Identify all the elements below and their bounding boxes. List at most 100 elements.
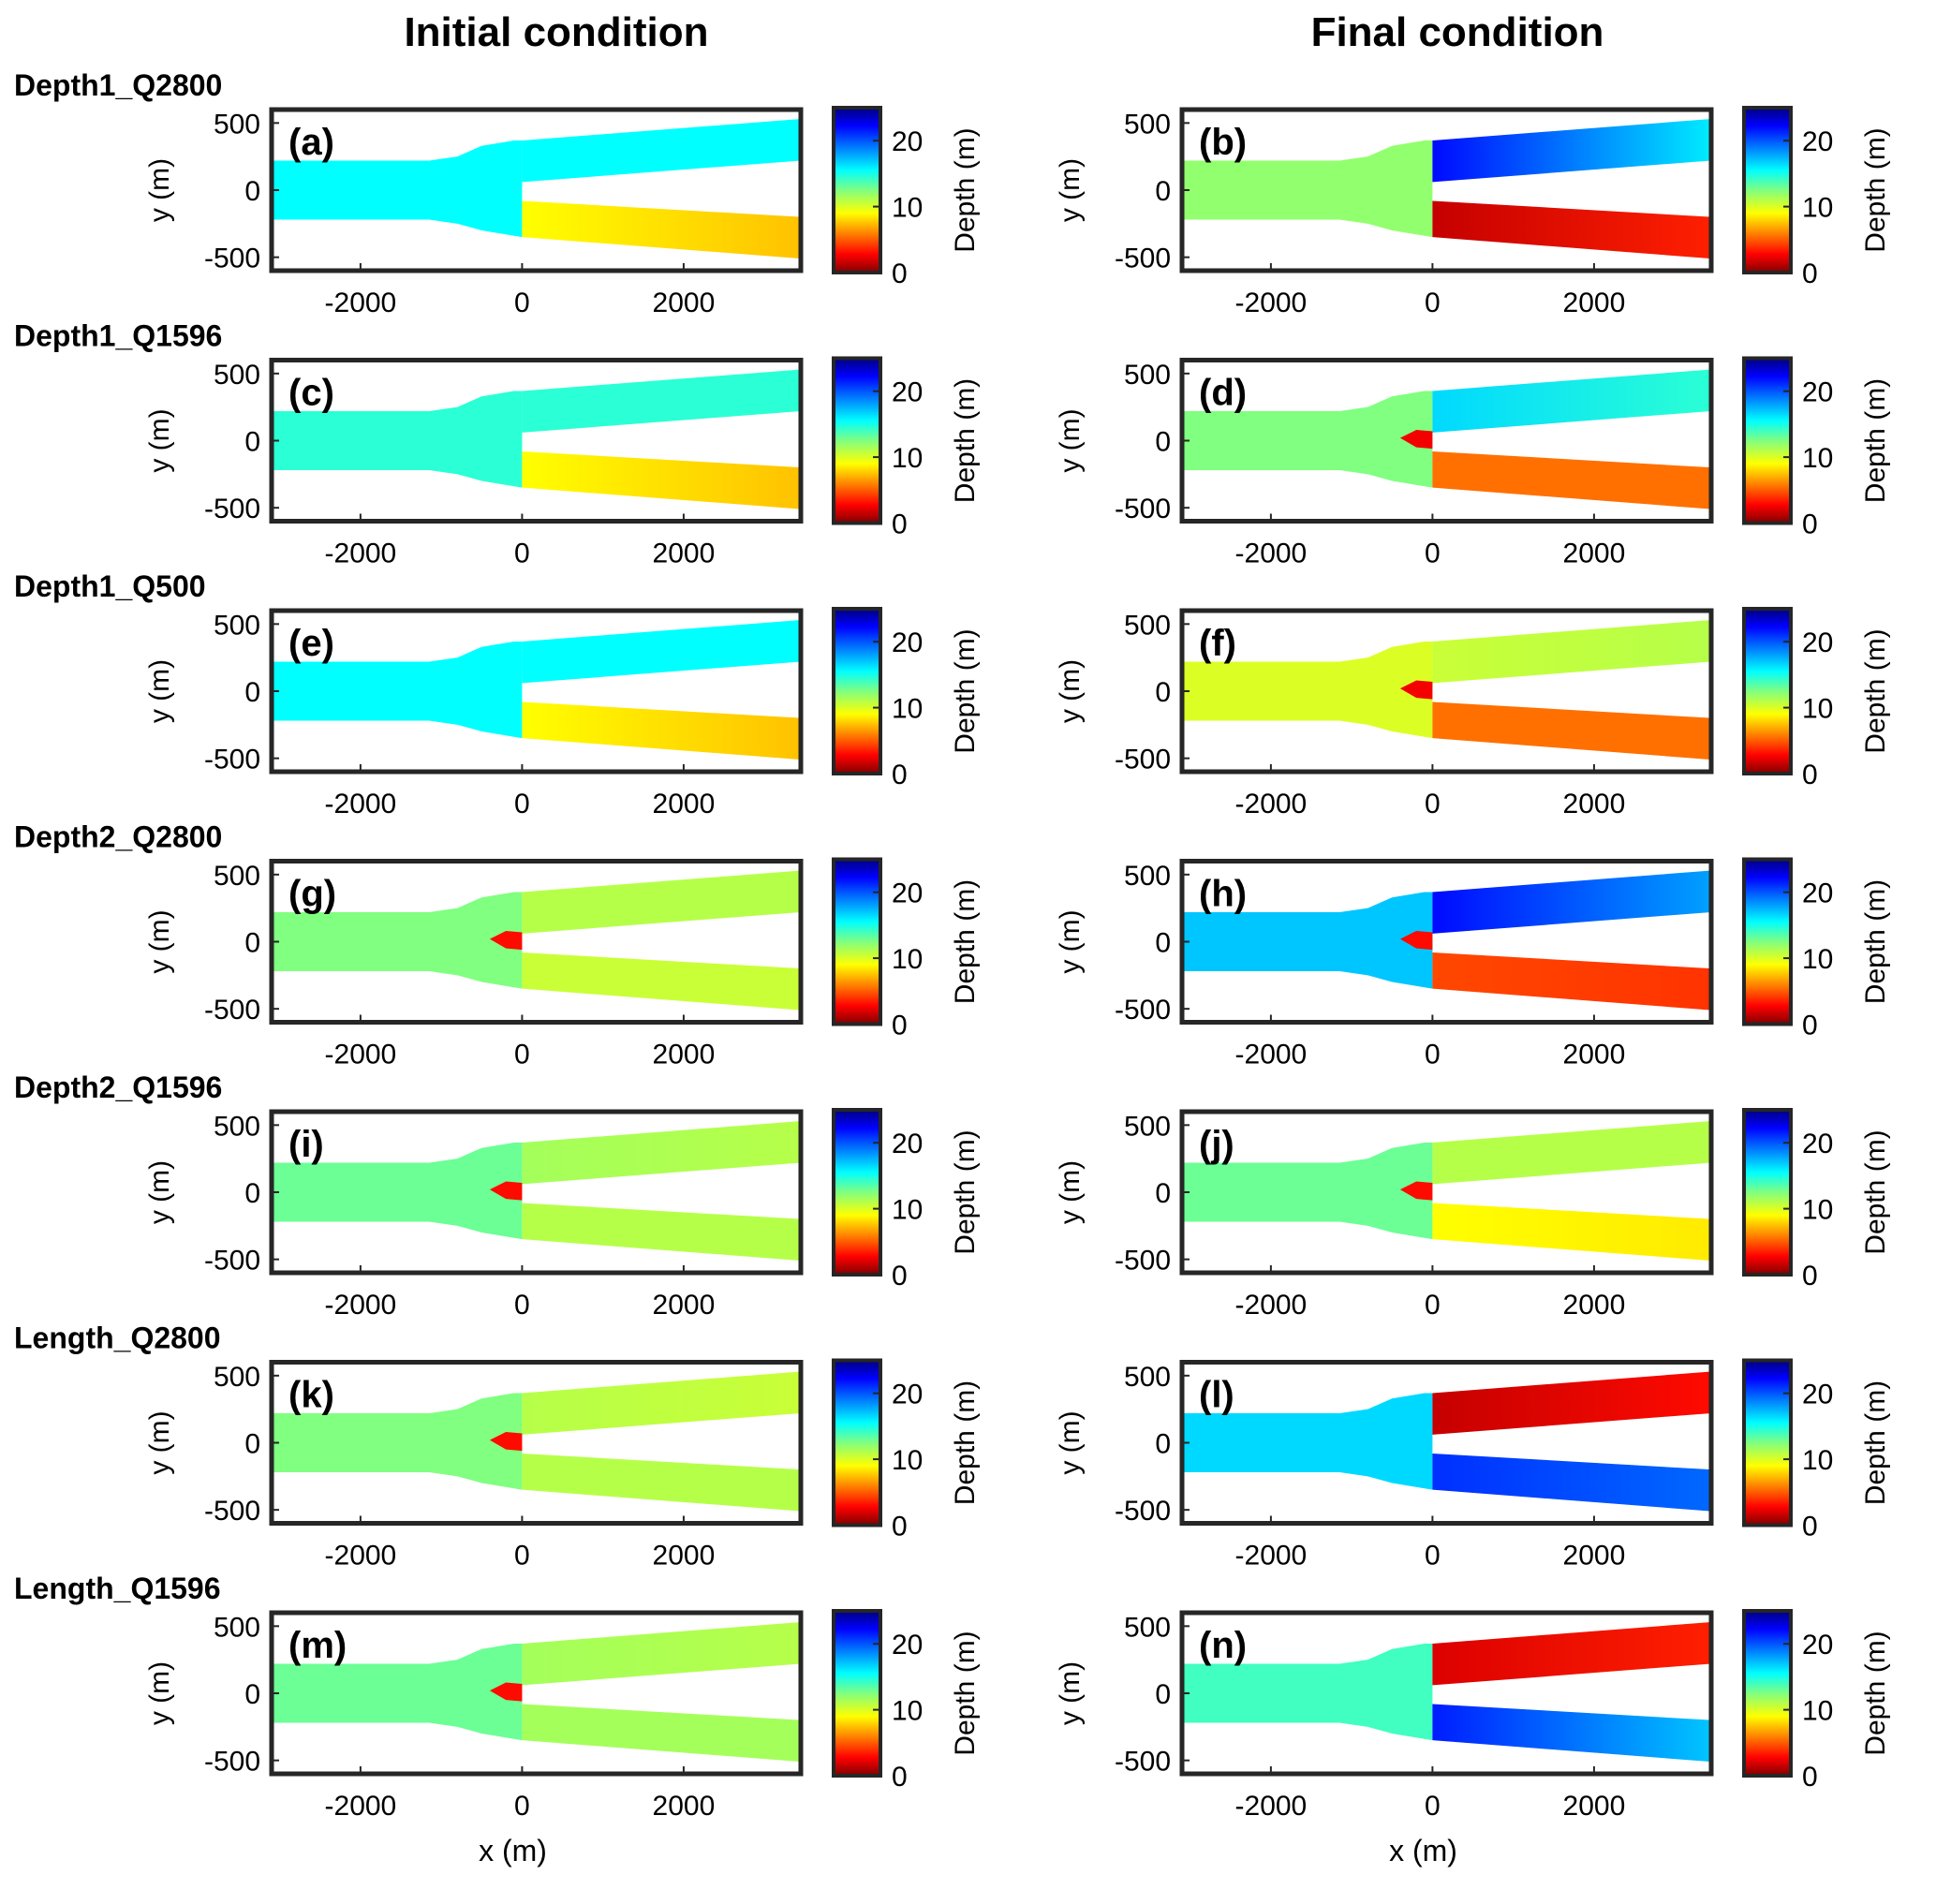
upper-branch bbox=[522, 1121, 801, 1185]
colorbar-tick-label: 0 bbox=[892, 258, 908, 289]
panel-m: Length_Q1596 -500 0 500 -2000 0 2000 y (m) (m) 0 1… bbox=[14, 1572, 981, 1867]
y-tick-label: 500 bbox=[214, 1111, 260, 1142]
x-tick-label: -2000 bbox=[1235, 1290, 1308, 1321]
upper-branch bbox=[522, 620, 801, 684]
colorbar-label: Depth (m) bbox=[950, 879, 981, 1004]
x-tick-label: 0 bbox=[1425, 789, 1441, 819]
y-tick-label: 0 bbox=[244, 1679, 260, 1710]
lower-branch bbox=[1432, 1453, 1711, 1512]
x-tick-label: 2000 bbox=[1563, 539, 1626, 569]
lower-branch bbox=[522, 701, 801, 760]
colorbar-tick-label: 10 bbox=[892, 193, 923, 224]
lower-branch bbox=[522, 1453, 801, 1512]
y-tick-label: 0 bbox=[1155, 1429, 1171, 1460]
y-tick-label: 500 bbox=[214, 1612, 260, 1643]
lower-branch bbox=[522, 450, 801, 509]
depth-field bbox=[272, 1371, 801, 1512]
y-tick-label: 500 bbox=[214, 360, 260, 391]
depth-field bbox=[272, 1622, 801, 1763]
colorbar-tick-label: 10 bbox=[892, 443, 923, 474]
main-channel bbox=[272, 1643, 523, 1741]
upper-branch bbox=[1432, 369, 1711, 433]
colorbar-tick-label: 10 bbox=[1802, 1696, 1833, 1727]
upper-branch bbox=[522, 870, 801, 934]
x-tick-label: 0 bbox=[1425, 1541, 1441, 1572]
x-tick-label: -2000 bbox=[325, 1791, 397, 1822]
x-tick-label: 0 bbox=[514, 1791, 530, 1822]
y-tick-label: 500 bbox=[1124, 1362, 1171, 1393]
y-tick-label: -500 bbox=[204, 1246, 260, 1277]
colorbar-tick-label: 10 bbox=[892, 1696, 923, 1727]
y-tick-label: -500 bbox=[1115, 244, 1171, 274]
colorbar-label: Depth (m) bbox=[950, 378, 981, 503]
y-axis-label: y (m) bbox=[1055, 408, 1086, 472]
main-channel bbox=[272, 641, 523, 739]
panel-label: (g) bbox=[288, 874, 336, 915]
colorbar-tick-label: 20 bbox=[1802, 126, 1833, 157]
colorbar-tick-label: 20 bbox=[892, 1630, 923, 1660]
colorbar-tick-label: 0 bbox=[892, 509, 908, 540]
x-tick-label: -2000 bbox=[325, 1290, 397, 1321]
colorbar-tick-label: 10 bbox=[1802, 193, 1833, 224]
y-tick-label: 500 bbox=[214, 109, 260, 140]
panel-label: (d) bbox=[1199, 373, 1247, 414]
panel-label: (l) bbox=[1199, 1375, 1234, 1416]
colorbar-tick-label: 0 bbox=[892, 760, 908, 790]
y-tick-label: 0 bbox=[244, 1178, 260, 1209]
colorbar-label: Depth (m) bbox=[950, 1380, 981, 1505]
panel-f: -500 0 500 -2000 0 2000 y (m) (f) 0 10 20 Depth (m) bbox=[1055, 607, 1891, 819]
colorbar-label: Depth (m) bbox=[1860, 378, 1891, 503]
y-axis-label: y (m) bbox=[144, 659, 175, 723]
panel-l: -500 0 500 -2000 0 2000 y (m) (l) 0 10 20 Depth (m) bbox=[1055, 1358, 1891, 1572]
row-label: Depth2_Q2800 bbox=[14, 820, 222, 854]
main-channel bbox=[272, 140, 523, 238]
x-tick-label: -2000 bbox=[1235, 1541, 1308, 1572]
upper-branch bbox=[522, 369, 801, 433]
y-tick-label: 0 bbox=[1155, 677, 1171, 708]
y-tick-label: -500 bbox=[204, 494, 260, 524]
panel-e: Depth1_Q500 -500 0 500 -2000 0 2000 y (m) (e) 0 10… bbox=[14, 569, 981, 819]
colorbar-label: Depth (m) bbox=[1860, 628, 1891, 753]
y-tick-label: 500 bbox=[1124, 610, 1171, 641]
x-tick-label: 0 bbox=[514, 1040, 530, 1070]
depth-field bbox=[1182, 1622, 1711, 1763]
main-channel bbox=[1182, 641, 1433, 739]
colorbar-tick-label: 20 bbox=[892, 126, 923, 157]
x-tick-label: 2000 bbox=[1563, 789, 1626, 819]
main-channel bbox=[1182, 1643, 1433, 1741]
colorbar bbox=[832, 356, 882, 525]
colorbar-tick-label: 0 bbox=[1802, 509, 1818, 540]
lower-branch bbox=[1432, 1203, 1711, 1262]
upper-branch bbox=[522, 1622, 801, 1686]
colorbar bbox=[1742, 106, 1793, 274]
y-tick-label: 500 bbox=[1124, 1612, 1171, 1643]
x-tick-label: 2000 bbox=[653, 1290, 716, 1321]
x-tick-label: 2000 bbox=[1563, 288, 1626, 318]
y-axis-label: y (m) bbox=[1055, 1160, 1086, 1224]
y-tick-label: -500 bbox=[204, 244, 260, 274]
colorbar-label: Depth (m) bbox=[950, 628, 981, 753]
upper-branch bbox=[522, 1371, 801, 1435]
colorbar-label: Depth (m) bbox=[950, 1631, 981, 1755]
colorbar-tick-label: 0 bbox=[1802, 1512, 1818, 1542]
colorbar bbox=[1742, 607, 1793, 775]
y-tick-label: -500 bbox=[1115, 494, 1171, 524]
y-tick-label: 0 bbox=[1155, 427, 1171, 458]
colorbar-tick-label: 0 bbox=[1802, 1261, 1818, 1291]
upper-branch bbox=[1432, 870, 1711, 934]
x-tick-label: 0 bbox=[514, 1541, 530, 1572]
bifurcation-bar bbox=[1399, 430, 1433, 450]
colorbar-tick-label: 20 bbox=[1802, 1129, 1833, 1159]
colorbar-tick-label: 10 bbox=[1802, 1195, 1833, 1226]
colorbar bbox=[832, 1609, 882, 1778]
panel-h: -500 0 500 -2000 0 2000 y (m) (h) 0 10 20 Depth (m) bbox=[1055, 857, 1891, 1070]
x-tick-label: -2000 bbox=[1235, 1791, 1308, 1822]
y-tick-label: -500 bbox=[204, 1496, 260, 1527]
y-axis-label: y (m) bbox=[1055, 1661, 1086, 1725]
colorbar-tick-label: 10 bbox=[1802, 443, 1833, 474]
main-channel bbox=[1182, 140, 1433, 238]
y-tick-label: -500 bbox=[1115, 1496, 1171, 1527]
column-title-initial: Initial condition bbox=[404, 9, 708, 55]
colorbar-tick-label: 0 bbox=[1802, 1762, 1818, 1793]
y-tick-label: -500 bbox=[204, 745, 260, 775]
